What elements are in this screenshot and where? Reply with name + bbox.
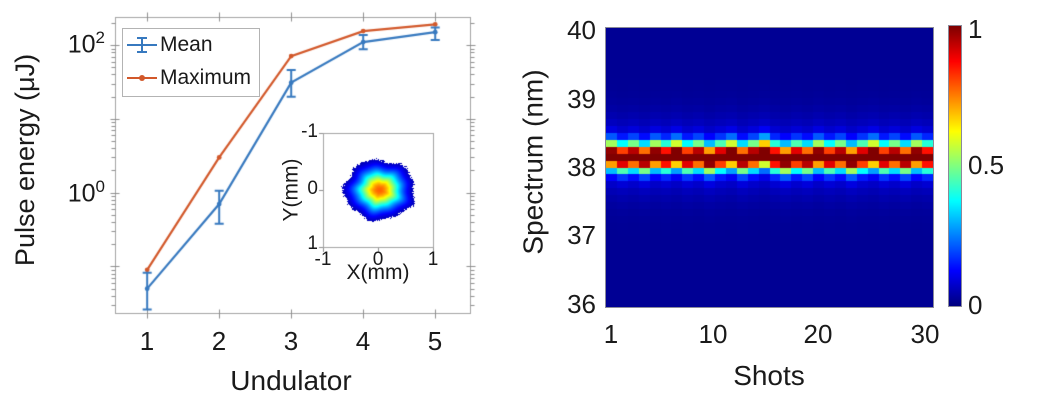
spectrum-heatmap-canvas bbox=[605, 27, 934, 308]
legend-box: Mean Maximum bbox=[122, 28, 260, 97]
inset-x-tick-m1: -1 bbox=[314, 249, 332, 270]
left-x-axis-label: Undulator bbox=[230, 365, 352, 396]
inset-x-tick-1: 1 bbox=[427, 249, 439, 270]
colorbar-canvas bbox=[948, 25, 962, 307]
right-y-tick-38: 38 bbox=[567, 152, 596, 182]
inset-x-tick-0: 0 bbox=[372, 249, 384, 270]
right-x-axis-label: Shots bbox=[733, 360, 805, 391]
left-x-tick-1: 1 bbox=[139, 326, 155, 356]
colorbar-tick-05: 0.5 bbox=[968, 150, 1005, 180]
inset-y-tick-0: 0 bbox=[307, 178, 318, 199]
left-x-tick-4: 4 bbox=[355, 326, 371, 356]
legend-item-mean: Mean bbox=[123, 29, 259, 62]
left-y-axis-label: Pulse energy (μJ) bbox=[10, 53, 41, 267]
maximum-line-sample bbox=[127, 62, 157, 95]
mean-errorbar-line-sample bbox=[127, 29, 157, 62]
left-x-tick-3: 3 bbox=[283, 326, 299, 356]
inset-y-tick-1: 1 bbox=[307, 233, 318, 254]
left-x-tick-2: 2 bbox=[211, 326, 227, 356]
right-x-tick-10: 10 bbox=[698, 319, 728, 349]
inset-x-axis-label: X(mm) bbox=[346, 261, 410, 284]
legend-label-mean: Mean bbox=[160, 33, 213, 56]
right-x-tick-30: 30 bbox=[910, 319, 940, 349]
right-y-tick-39: 39 bbox=[567, 84, 596, 114]
right-y-tick-36: 36 bbox=[567, 289, 596, 319]
legend-item-maximum: Maximum bbox=[123, 62, 259, 95]
legend-label-maximum: Maximum bbox=[160, 66, 252, 89]
beam-profile-inset-canvas bbox=[315, 125, 443, 257]
left-x-tick-5: 5 bbox=[427, 326, 443, 356]
left-y-tick-1e2: 102 bbox=[67, 28, 105, 59]
right-y-tick-40: 40 bbox=[567, 15, 596, 45]
left-y-tick-1e0: 100 bbox=[67, 177, 105, 208]
inset-y-tick-m1: -1 bbox=[301, 121, 318, 142]
colorbar-tick-1: 1 bbox=[968, 14, 983, 44]
right-y-tick-37: 37 bbox=[567, 220, 596, 250]
right-x-tick-20: 20 bbox=[803, 319, 833, 349]
colorbar-tick-0: 0 bbox=[968, 290, 983, 320]
right-x-tick-1: 1 bbox=[603, 319, 619, 349]
